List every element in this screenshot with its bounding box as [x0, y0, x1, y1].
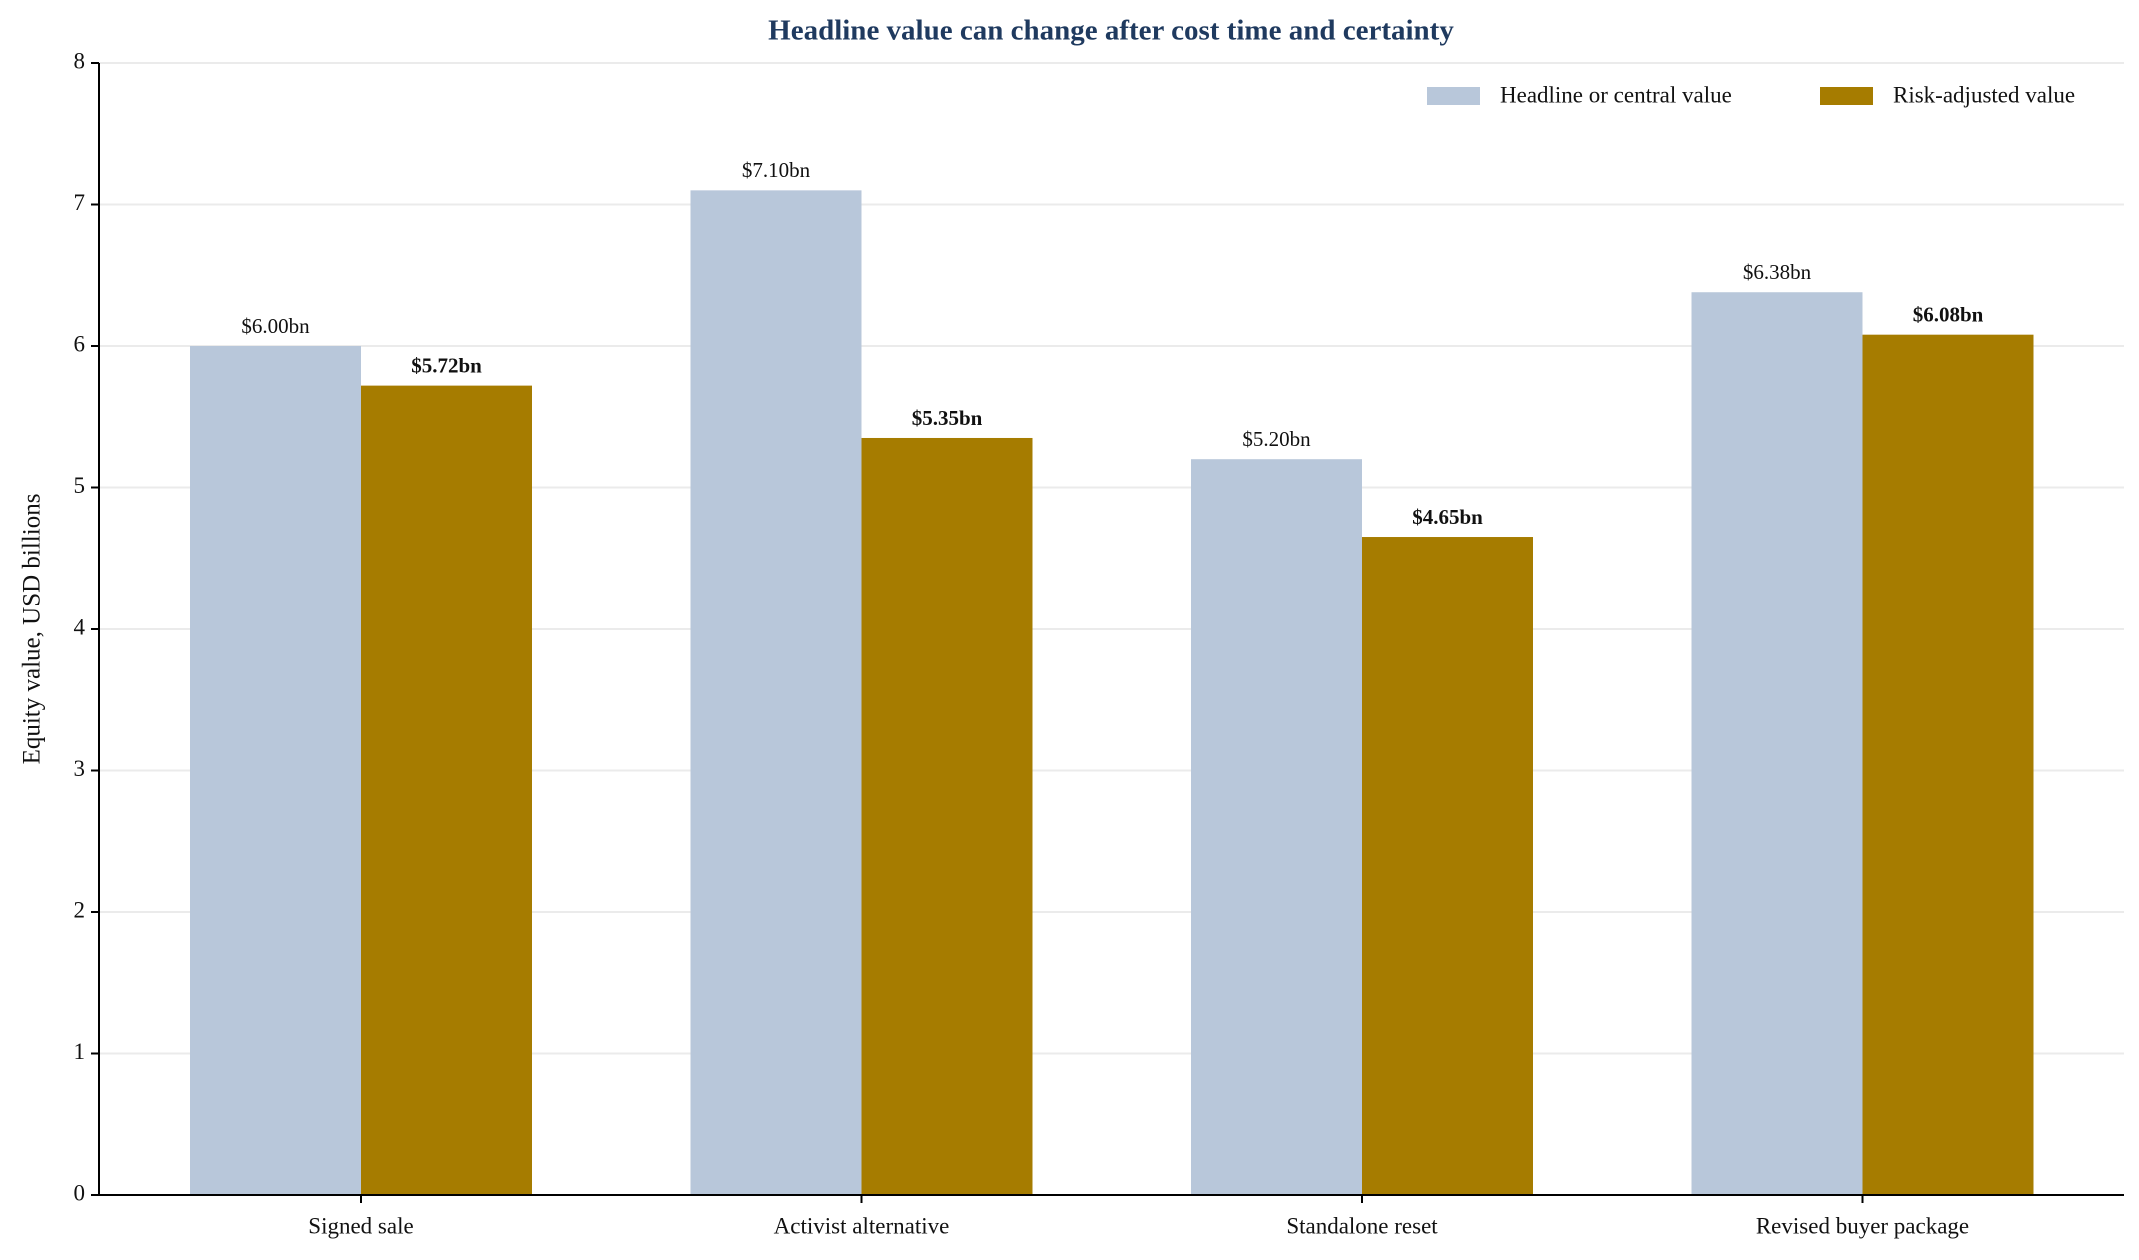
value-label: $6.08bn	[1913, 302, 1984, 326]
y-tick-label: 1	[74, 1039, 86, 1064]
x-tick-label: Activist alternative	[774, 1213, 950, 1238]
bar	[861, 437, 1033, 1196]
x-tick-label: Standalone reset	[1286, 1213, 1438, 1238]
bar	[1191, 459, 1362, 1195]
bar	[690, 190, 862, 1196]
y-axis-label: Equity value, USD billions	[19, 494, 46, 765]
x-tick-label: Signed sale	[308, 1213, 413, 1238]
bar	[1862, 334, 2034, 1195]
y-tick-label: 7	[74, 190, 86, 215]
legend-label: Risk-adjusted value	[1893, 82, 2075, 107]
y-tick-label: 6	[74, 331, 86, 356]
y-tick-label: 8	[74, 48, 86, 73]
y-tick-label: 3	[74, 756, 86, 781]
value-label: $5.72bn	[411, 353, 482, 377]
y-tick-label: 4	[74, 614, 86, 639]
value-label: $5.20bn	[1242, 427, 1311, 451]
bar	[1691, 292, 1863, 1196]
y-tick-label: 5	[74, 473, 86, 498]
x-tick-label: Revised buyer package	[1756, 1213, 1969, 1238]
value-label: $6.00bn	[241, 314, 310, 338]
legend-swatch	[1820, 87, 1873, 105]
value-label: $5.35bn	[912, 406, 983, 430]
y-tick-label: 0	[74, 1180, 86, 1205]
bar	[1362, 537, 1533, 1195]
chart-title: Headline value can change after cost tim…	[768, 15, 1454, 47]
y-tick-label: 2	[74, 897, 86, 922]
bar	[190, 346, 361, 1195]
value-label: $4.65bn	[1412, 505, 1483, 529]
value-label: $6.38bn	[1743, 260, 1812, 284]
legend-label: Headline or central value	[1500, 82, 1732, 107]
bar	[361, 385, 532, 1195]
value-label: $7.10bn	[742, 158, 811, 182]
legend-swatch	[1427, 87, 1480, 105]
